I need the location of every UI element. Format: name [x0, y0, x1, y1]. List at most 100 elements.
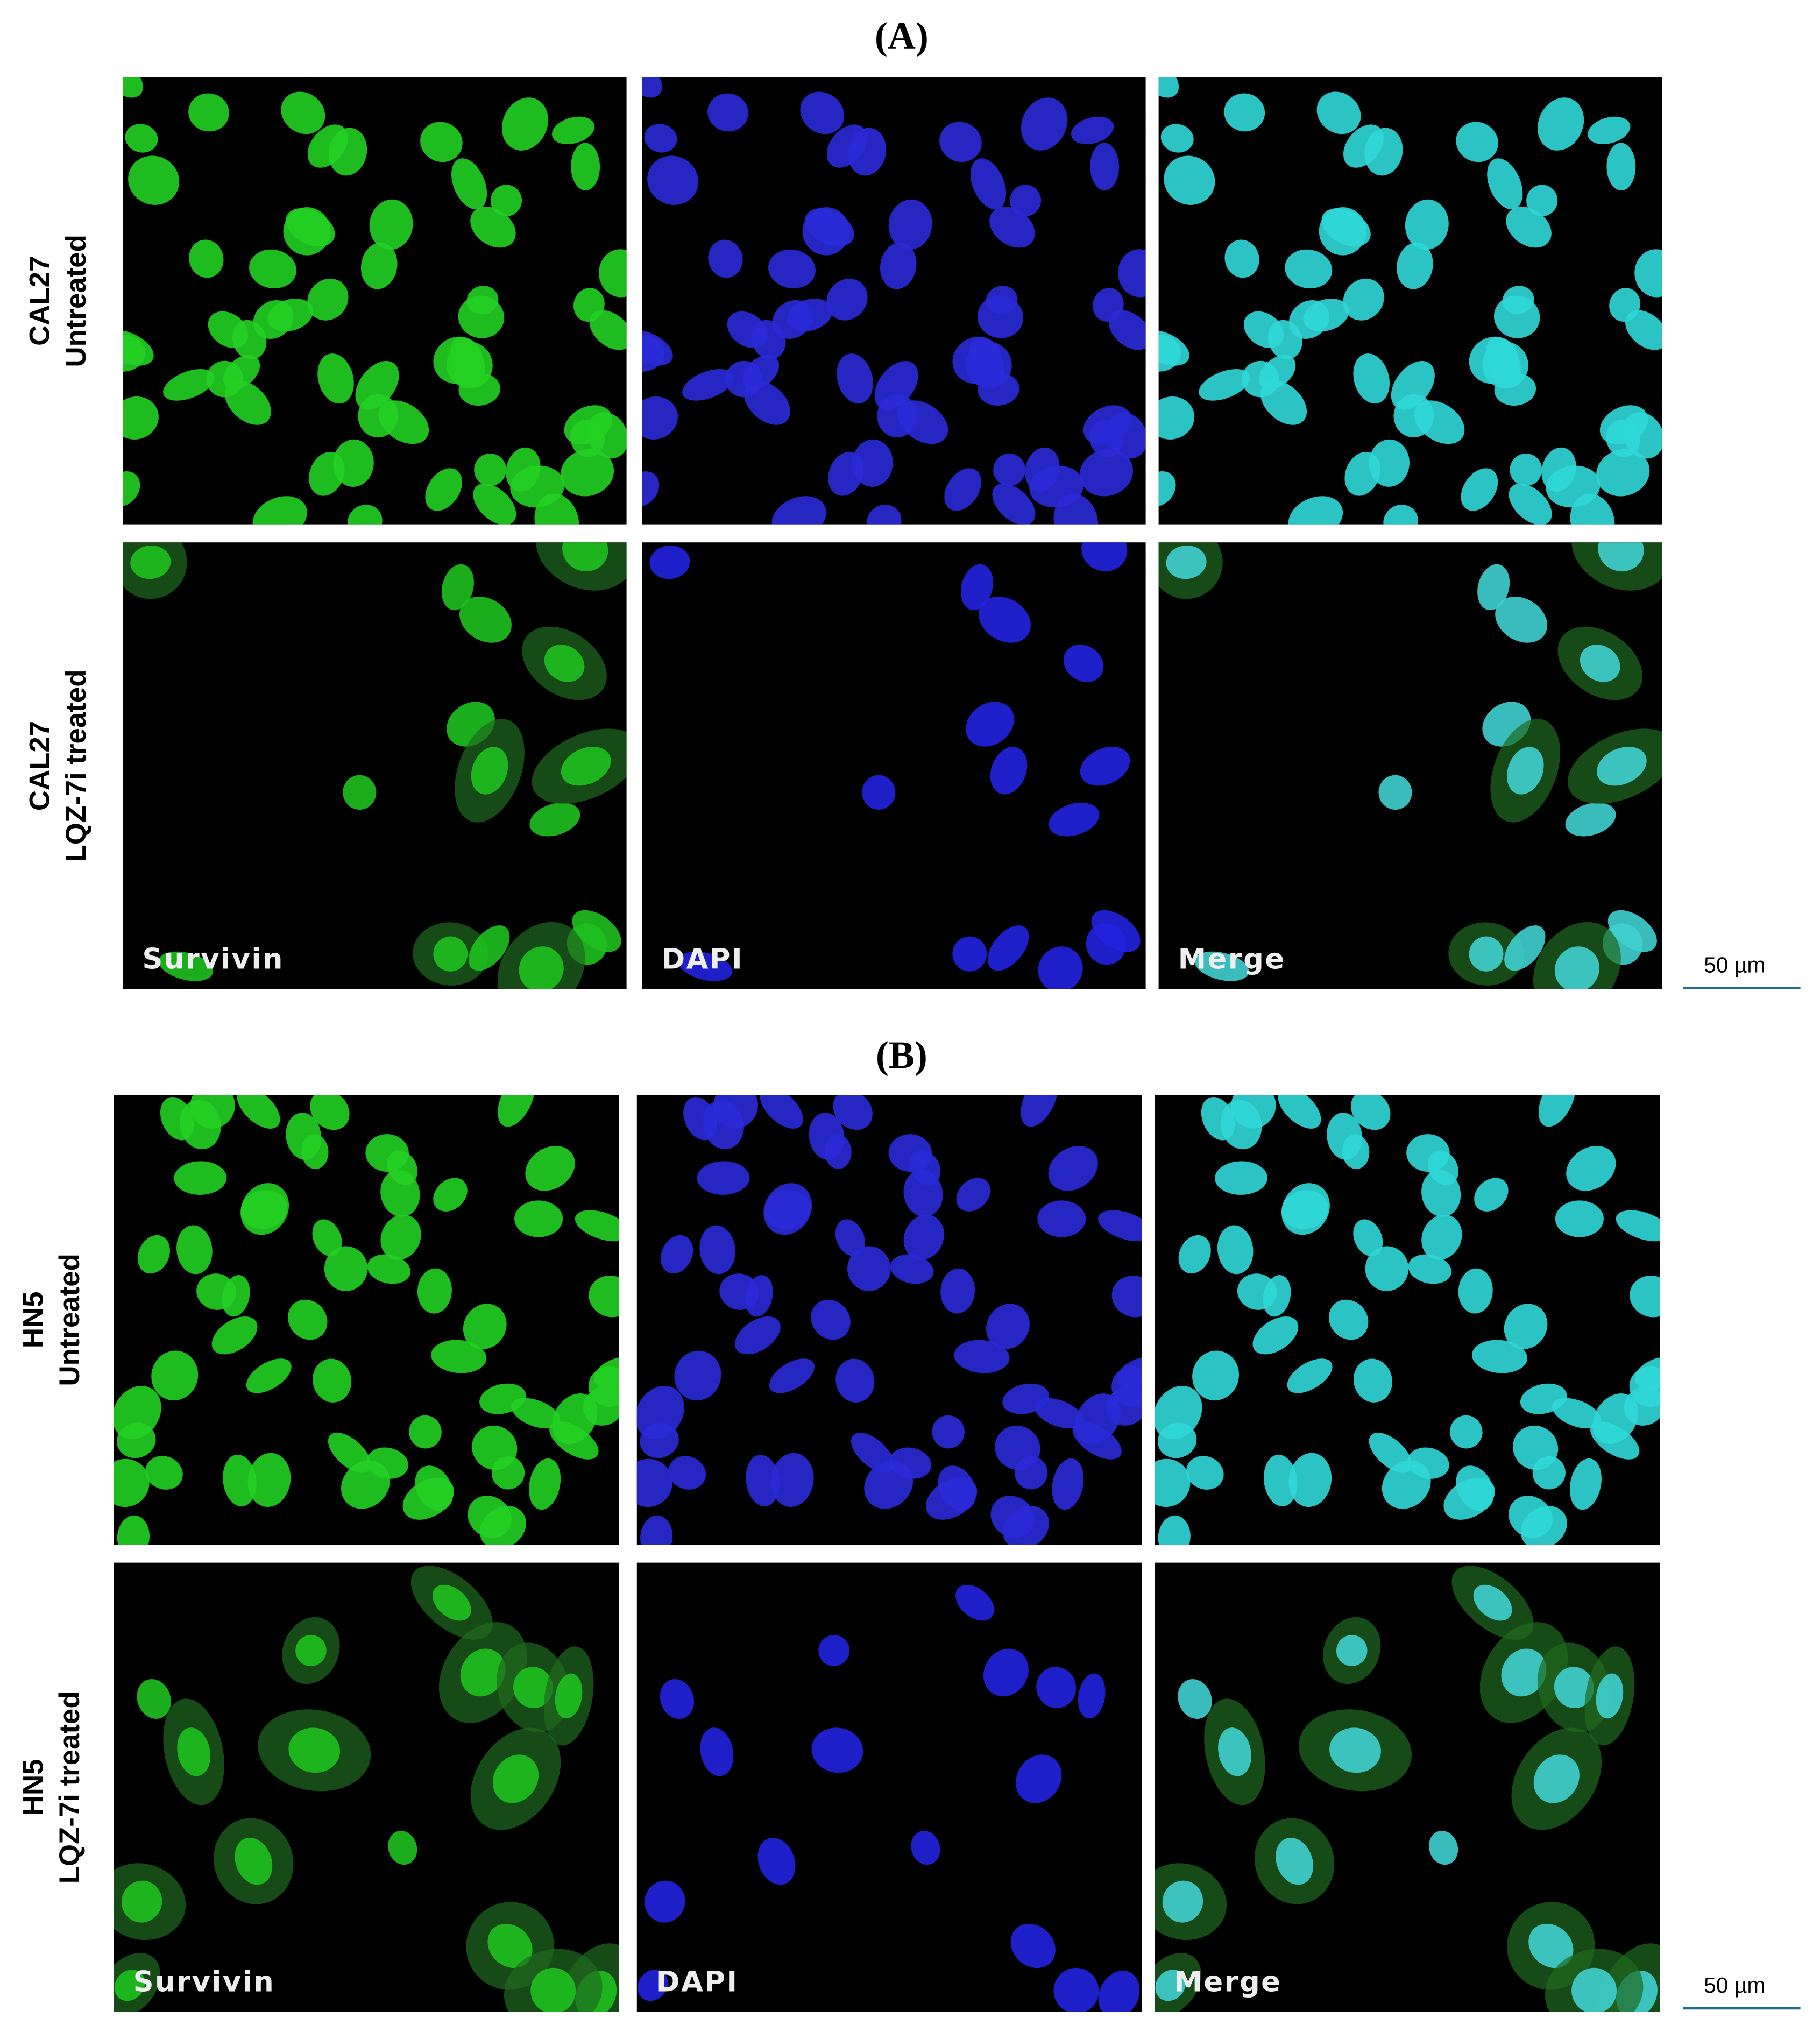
nucleus	[498, 1095, 535, 1127]
nucleus	[1048, 1145, 1098, 1191]
cells	[1158, 77, 1662, 525]
nucleus	[176, 1225, 213, 1275]
nucleus	[828, 451, 864, 496]
nucleus	[1365, 1246, 1409, 1291]
nucleus	[240, 1190, 288, 1229]
nucleus	[309, 451, 345, 496]
nucleus	[1162, 1880, 1203, 1923]
nucleus	[1592, 1393, 1639, 1445]
nucleus	[1397, 242, 1433, 289]
nucleus	[1461, 468, 1498, 511]
nucleus	[295, 1635, 327, 1666]
nucleus	[1278, 1095, 1321, 1129]
nucleus	[490, 185, 522, 217]
cells	[1158, 542, 1662, 989]
nucleus	[283, 207, 331, 256]
nucleus	[1158, 1515, 1191, 1545]
nucleus	[1596, 449, 1650, 497]
nucleus	[529, 802, 580, 837]
nucleus	[190, 1095, 235, 1129]
nucleus	[1407, 1447, 1449, 1479]
nucleus	[562, 542, 608, 572]
nucleus	[130, 545, 171, 579]
nucleus	[862, 775, 896, 810]
nucleus	[903, 1214, 944, 1260]
nucleus	[1506, 207, 1552, 248]
nucleus	[460, 1648, 506, 1697]
nucleus	[833, 1095, 873, 1130]
nucleus	[544, 645, 585, 682]
nucleus	[402, 1477, 454, 1520]
nucleus	[310, 1095, 350, 1130]
nucleus	[1049, 802, 1100, 837]
nucleus	[640, 1515, 673, 1545]
treatment: Untreated	[54, 1254, 86, 1386]
nucleus	[348, 505, 383, 525]
row-label: CAL27 Untreated	[24, 235, 92, 367]
nucleus	[1570, 493, 1615, 525]
nucleus	[847, 128, 887, 176]
nucleus	[189, 239, 224, 278]
nucleus	[940, 1268, 975, 1314]
nucleus	[956, 1178, 991, 1212]
nucleus	[366, 1447, 408, 1479]
nucleus	[441, 564, 474, 611]
nucleus	[137, 1235, 170, 1274]
nucleus	[1158, 396, 1195, 440]
nucleus	[966, 702, 1014, 747]
row-label: HN5 Untreated	[18, 1254, 86, 1386]
nucleus	[145, 1456, 183, 1490]
nucleus	[324, 1246, 368, 1291]
nucleus	[1528, 1923, 1574, 1969]
micrograph	[1158, 77, 1662, 525]
nucleus	[328, 1432, 371, 1473]
nucleus	[1469, 936, 1504, 972]
nucleus	[668, 1456, 706, 1490]
nucleus	[1098, 1210, 1142, 1242]
nucleus	[642, 77, 662, 98]
nucleus	[473, 483, 516, 525]
nucleus	[519, 946, 564, 989]
nucleus	[1588, 116, 1631, 144]
nucleus	[1566, 1145, 1616, 1191]
nucleus	[510, 465, 565, 508]
nucleus	[993, 453, 1026, 486]
nucleus	[660, 1679, 695, 1719]
nucleus	[1242, 360, 1279, 398]
nucleus	[903, 1170, 943, 1217]
nucleus	[645, 1880, 685, 1923]
nucleus	[642, 396, 678, 440]
nucleus	[990, 747, 1028, 795]
nucleus	[1472, 1340, 1528, 1373]
nucleus	[674, 1350, 721, 1401]
nucleus	[1509, 1496, 1553, 1538]
channel-label: Survivin	[142, 943, 284, 975]
nucleus	[128, 155, 180, 205]
nucleus	[1285, 249, 1333, 289]
nucleus	[1118, 249, 1146, 298]
nucleus	[769, 1358, 815, 1393]
nucleus	[992, 483, 1036, 525]
nucleus	[636, 1385, 684, 1440]
nucleus	[644, 124, 677, 153]
nucleus	[1487, 158, 1523, 210]
nucleus	[1319, 207, 1366, 256]
nucleus	[1501, 1648, 1547, 1697]
nucleus	[889, 1447, 932, 1479]
nucleus	[835, 1358, 875, 1403]
nucleus	[1634, 1356, 1660, 1390]
nucleus	[802, 207, 850, 256]
nucleus	[954, 1340, 1010, 1373]
nucleus	[1009, 185, 1042, 217]
nucleus	[1504, 1304, 1548, 1349]
nucleus	[818, 1635, 849, 1666]
nucleus	[286, 1113, 322, 1160]
nucleus	[560, 449, 614, 497]
nucleus	[1571, 1967, 1617, 2012]
nucleus	[977, 295, 1024, 338]
nucleus	[1533, 1754, 1580, 1803]
nucleus	[1021, 97, 1067, 151]
scale-bar-label: 50 µm	[1704, 953, 1765, 978]
nucleus	[432, 1584, 471, 1621]
